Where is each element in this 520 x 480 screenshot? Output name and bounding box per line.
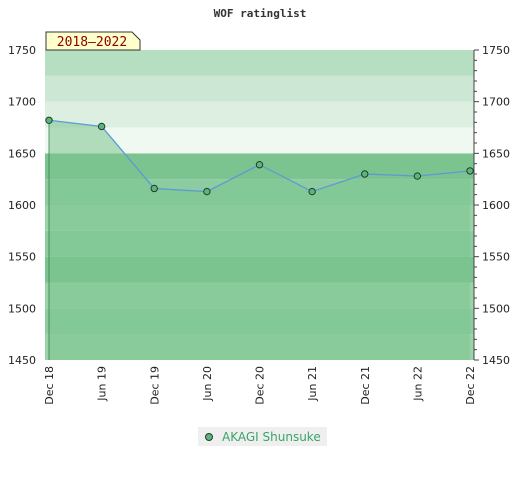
y-tick-label-left: 1600 <box>8 199 36 212</box>
data-point[interactable] <box>97 122 106 131</box>
x-tick-label: Jun 20 <box>201 366 214 402</box>
chart-title: WOF ratinglist <box>214 7 307 20</box>
y-tick-label-left: 1650 <box>8 147 36 160</box>
x-tick-label: Jun 21 <box>306 366 319 402</box>
y-axis-left: 1450 1500 1550 1600 1650 1700 1750 <box>8 44 36 367</box>
data-point[interactable] <box>203 187 211 196</box>
data-point[interactable] <box>361 170 369 178</box>
x-tick-label: Jun 19 <box>96 366 109 402</box>
y-tick-label-left: 1450 <box>8 354 36 367</box>
y-tick-label-right: 1700 <box>482 96 510 109</box>
legend-label: AKAGI Shunsuke <box>222 429 321 444</box>
x-tick-label: Dec 22 <box>464 366 477 405</box>
y-tick-label-left: 1500 <box>8 302 36 315</box>
x-tick-label: Dec 18 <box>43 366 56 405</box>
series-area-fill <box>49 120 470 361</box>
series-markers <box>45 116 474 196</box>
background-band <box>45 50 474 76</box>
y-tick-label-left: 1550 <box>8 251 36 264</box>
data-point[interactable] <box>413 172 422 180</box>
data-point[interactable] <box>466 167 474 175</box>
y-tick-label-right: 1500 <box>482 302 510 315</box>
period-badge: 2018–2022 <box>45 31 141 51</box>
background-band <box>45 75 474 102</box>
y-axis-right: 1450 1500 1550 1600 1650 1700 1750 <box>473 44 510 367</box>
y-tick-label-right: 1550 <box>482 251 510 264</box>
period-badge-text: 2018–2022 <box>57 35 127 50</box>
y-tick-label-left: 1750 <box>8 44 36 57</box>
data-point[interactable] <box>45 116 53 124</box>
background-band <box>45 101 474 128</box>
y-tick-label-right: 1650 <box>482 147 510 160</box>
y-tick-label-right: 1750 <box>482 44 510 57</box>
data-point[interactable] <box>255 161 264 169</box>
data-point[interactable] <box>150 184 158 193</box>
y-tick-label-left: 1700 <box>8 96 36 109</box>
y-tick-label-right: 1600 <box>482 199 510 212</box>
data-point[interactable] <box>308 187 316 196</box>
legend-marker-icon <box>205 432 213 441</box>
y-tick-label-right: 1450 <box>482 354 510 367</box>
x-tick-label: Dec 21 <box>359 366 372 405</box>
x-tick-label: Dec 19 <box>148 366 161 405</box>
x-axis: Dec 18 Jun 19 Dec 19 Jun 20 Dec 20 Jun 21 Dec … <box>43 366 477 405</box>
legend[interactable]: AKAGI Shunsuke <box>198 427 327 446</box>
x-tick-label: Jun 22 <box>411 366 424 402</box>
x-tick-label: Dec 20 <box>254 366 267 405</box>
